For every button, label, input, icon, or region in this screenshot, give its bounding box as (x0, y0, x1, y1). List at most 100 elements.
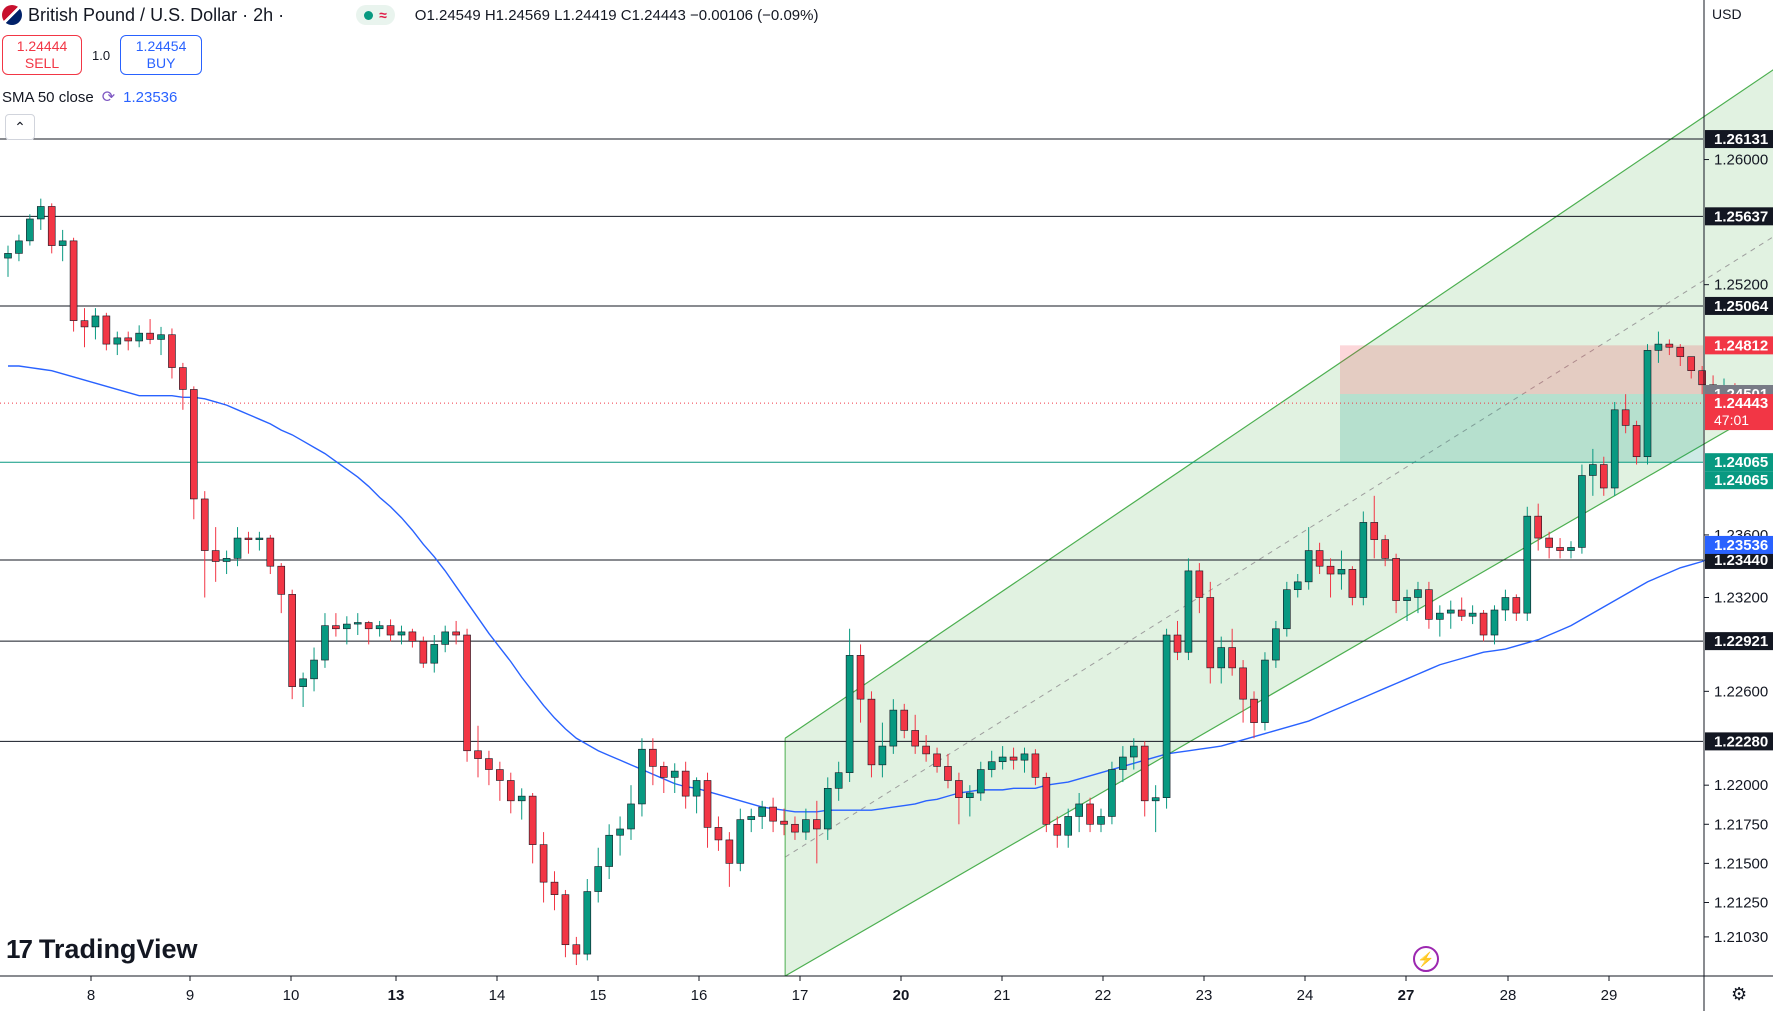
candle-body (550, 881, 559, 895)
candle-body (157, 334, 165, 340)
bolt-icon[interactable]: ⚡ (1413, 946, 1439, 972)
candle (211, 527, 220, 582)
refresh-icon[interactable]: ⟳ (101, 89, 116, 106)
candle (26, 214, 34, 246)
candle (1326, 558, 1335, 598)
candle (714, 816, 723, 851)
candle (36, 198, 45, 230)
currency-selector[interactable]: USD (1712, 6, 1742, 22)
candle-body (976, 769, 985, 794)
candle (1162, 628, 1171, 809)
price-tag (1705, 394, 1773, 431)
candle-body (1392, 558, 1400, 601)
market-status-pill[interactable]: ≈ (356, 5, 395, 25)
candle (1687, 356, 1696, 379)
candle (146, 319, 154, 345)
candle-body (1599, 464, 1608, 489)
time-tick-label: 14 (489, 987, 506, 1004)
candle-body (670, 770, 679, 778)
candle (266, 534, 275, 575)
candle (966, 785, 974, 817)
position-tool[interactable] (0, 345, 1703, 463)
symbol-title[interactable]: British Pound / U.S. Dollar · 2h · (28, 4, 285, 25)
time-tick-label: 29 (1601, 987, 1618, 1004)
candle-body (179, 367, 187, 390)
candle-body (419, 640, 428, 664)
sell-price: 1.24444 (16, 38, 68, 54)
candle (900, 703, 909, 739)
candle (69, 237, 78, 332)
candle-body (1261, 659, 1269, 723)
time-tick-label: 28 (1500, 987, 1517, 1004)
price-tick-label: 1.21250 (1714, 894, 1768, 911)
candle-body (80, 320, 89, 328)
quantity-value[interactable]: 1.0 (92, 47, 111, 63)
candle-body (496, 769, 504, 781)
candle-body (703, 780, 712, 828)
candle-body (1687, 356, 1696, 371)
candle (1556, 538, 1564, 559)
candle-body (1162, 634, 1171, 798)
candle (1523, 506, 1532, 621)
time-tick-label: 23 (1196, 987, 1213, 1004)
price-tick-label: 1.22000 (1714, 777, 1768, 794)
candle-body (1359, 522, 1368, 598)
sell-button[interactable]: 1.24444 SELL (2, 35, 82, 75)
candle-body (4, 253, 12, 259)
indicator-legend[interactable]: SMA 50 close ⟳ 1.23536 (2, 87, 177, 107)
regression-channel[interactable] (784, 33, 1773, 977)
candle (1643, 344, 1652, 465)
candle-body (616, 828, 624, 836)
settings-icon[interactable]: ⚙ (1731, 984, 1748, 1004)
candle-body (911, 730, 919, 747)
candle-body (1578, 475, 1586, 548)
candle-body (987, 761, 996, 770)
candle (190, 386, 198, 520)
indicator-label: SMA 50 close (2, 88, 94, 106)
candle (1512, 594, 1521, 621)
gbp-usd-flag-icon (2, 5, 22, 25)
candle-body (878, 745, 887, 766)
candle (299, 672, 307, 707)
candle-body (1129, 745, 1138, 758)
candle-body (583, 891, 592, 955)
candle-body (321, 625, 329, 661)
candle (277, 563, 286, 614)
candle (823, 777, 832, 840)
price-tag-label: 1.25637 (1714, 208, 1768, 225)
candle-body (856, 655, 865, 700)
candle-body (1304, 550, 1313, 583)
candle (944, 753, 952, 789)
candle-body (58, 240, 67, 246)
candle (834, 761, 843, 801)
candlesticks[interactable] (4, 198, 1739, 966)
candle (168, 328, 176, 379)
candle-body (288, 594, 296, 687)
candle-body (528, 795, 537, 845)
candle-body (1326, 565, 1335, 575)
candle-body (791, 823, 799, 833)
candle-body (1228, 647, 1236, 669)
candle-body (1632, 425, 1641, 458)
candle (419, 636, 428, 668)
candle-body (1119, 756, 1127, 770)
candle (813, 800, 821, 864)
candle-body (102, 315, 111, 345)
time-tick-label: 8 (87, 987, 95, 1004)
price-tag-label: 1.24443 (1714, 395, 1768, 412)
candle (343, 616, 351, 645)
candle-body (944, 766, 952, 781)
collapse-legend-button[interactable]: ⌃ (5, 114, 35, 140)
tradingview-logo[interactable]: 17 TradingView (6, 934, 197, 965)
candle-body (780, 820, 788, 825)
candle (747, 808, 756, 833)
candle-body (955, 780, 963, 798)
candle-body (168, 334, 176, 368)
candle-body (1206, 597, 1215, 669)
candle (1381, 534, 1389, 567)
tradingview-mark-icon: 17 (6, 934, 33, 964)
candle (222, 550, 231, 575)
buy-button[interactable]: 1.24454 BUY (120, 35, 203, 75)
